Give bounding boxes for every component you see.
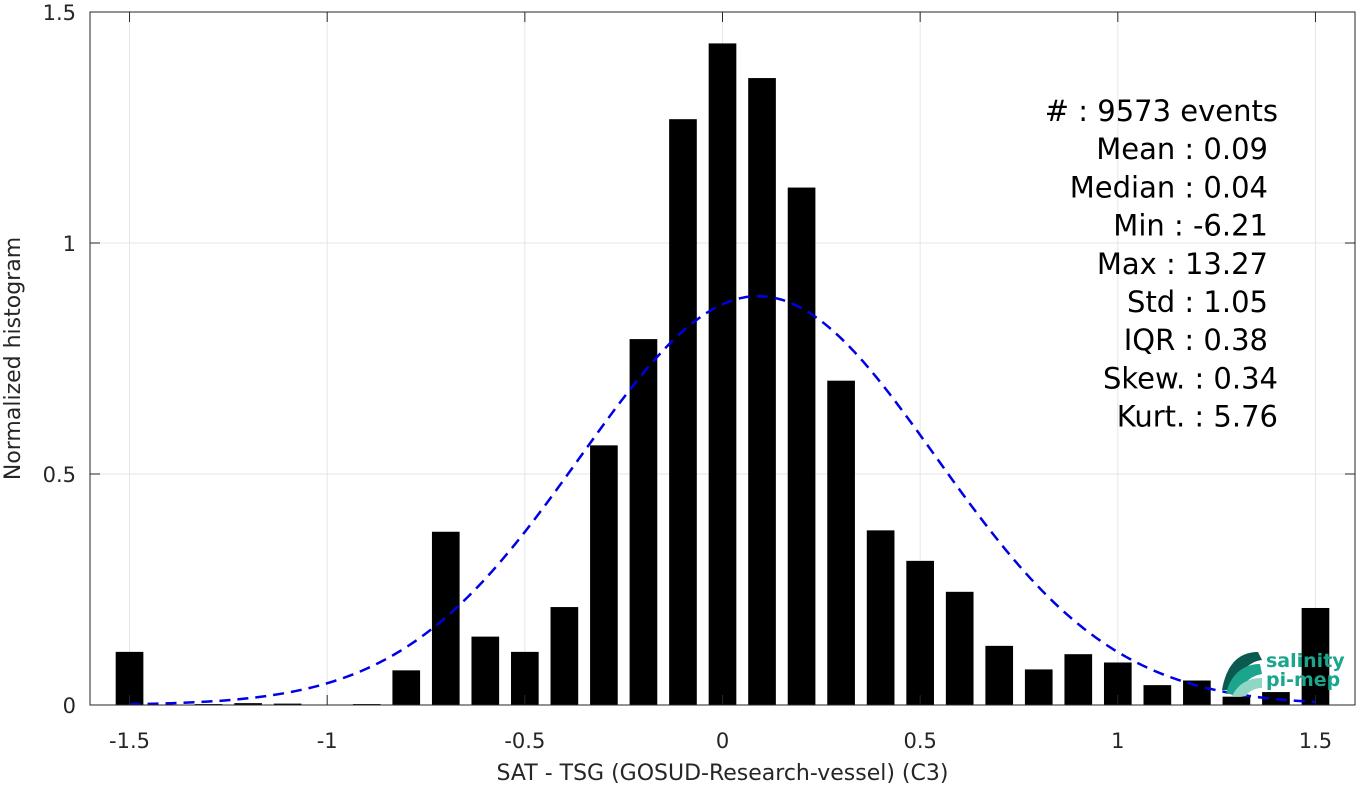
histogram-bar bbox=[590, 445, 618, 705]
x-tick-label: -1 bbox=[317, 729, 338, 753]
x-tick-label: -1.5 bbox=[109, 729, 150, 753]
salinity-pimep-logo: salinity pi-mep bbox=[1222, 650, 1345, 696]
x-axis-ticks: -1.5 -1 -0.5 0 0.5 1 1.5 bbox=[109, 12, 1332, 753]
bar-series bbox=[115, 43, 1330, 706]
stat-min: Min : -6.21 bbox=[1113, 209, 1268, 243]
stat-iqr: IQR : 0.38 bbox=[1124, 323, 1268, 357]
histogram-bar bbox=[866, 530, 895, 705]
y-tick-label: 0 bbox=[63, 694, 76, 718]
stat-count: # : 9573 events bbox=[1045, 94, 1278, 128]
histogram-bar bbox=[550, 607, 579, 705]
histogram-bar bbox=[431, 531, 460, 705]
y-axis-ticks: 0 0.5 1 1.5 bbox=[43, 1, 1355, 718]
stat-mean: Mean : 0.09 bbox=[1096, 132, 1268, 166]
histogram-bar bbox=[1301, 607, 1330, 705]
histogram-bar bbox=[748, 78, 776, 706]
stats-annotation: # : 9573 events Mean : 0.09 Median : 0.0… bbox=[1045, 94, 1278, 434]
histogram-bar bbox=[787, 187, 816, 705]
histogram-bar bbox=[1143, 685, 1172, 705]
histogram-bar bbox=[1064, 654, 1093, 705]
histogram-bar bbox=[945, 591, 974, 705]
histogram-bar bbox=[708, 43, 737, 705]
x-tick-label: -0.5 bbox=[504, 729, 545, 753]
logo-text-salinity: salinity bbox=[1266, 650, 1345, 672]
x-tick-label: 0 bbox=[716, 729, 729, 753]
y-tick-label: 1.5 bbox=[43, 1, 76, 25]
wave-icon bbox=[1222, 652, 1262, 696]
x-axis-label: SAT - TSG (GOSUD-Research-vessel) (C3) bbox=[497, 761, 949, 785]
stat-median: Median : 0.04 bbox=[1070, 170, 1268, 204]
y-axis-label: Normalized histogram bbox=[1, 237, 26, 480]
histogram-bar bbox=[273, 703, 302, 705]
histogram-bar bbox=[985, 645, 1014, 705]
stat-skew: Skew. : 0.34 bbox=[1103, 361, 1278, 395]
logo-text-pimep: pi-mep bbox=[1266, 669, 1340, 691]
stat-kurt: Kurt. : 5.76 bbox=[1117, 400, 1278, 434]
histogram-bar bbox=[1024, 669, 1053, 705]
histogram-bar bbox=[827, 380, 855, 705]
gaussian-fit-curve bbox=[129, 294, 1316, 706]
stat-std: Std : 1.05 bbox=[1127, 285, 1268, 319]
x-tick-label: 1 bbox=[1111, 729, 1124, 753]
y-tick-label: 0.5 bbox=[43, 463, 76, 487]
histogram-bar bbox=[392, 670, 421, 705]
histogram-bar bbox=[471, 636, 500, 705]
histogram-bar bbox=[906, 560, 934, 705]
histogram-bar bbox=[629, 339, 658, 705]
histogram-bar bbox=[669, 119, 697, 705]
y-tick-label: 1 bbox=[63, 232, 76, 256]
stat-max: Max : 13.27 bbox=[1097, 247, 1268, 281]
histogram-bar bbox=[1183, 680, 1211, 705]
histogram-bar bbox=[234, 703, 262, 705]
x-tick-label: 0.5 bbox=[903, 729, 936, 753]
histogram-bar bbox=[1222, 696, 1251, 705]
x-tick-label: 1.5 bbox=[1299, 729, 1332, 753]
